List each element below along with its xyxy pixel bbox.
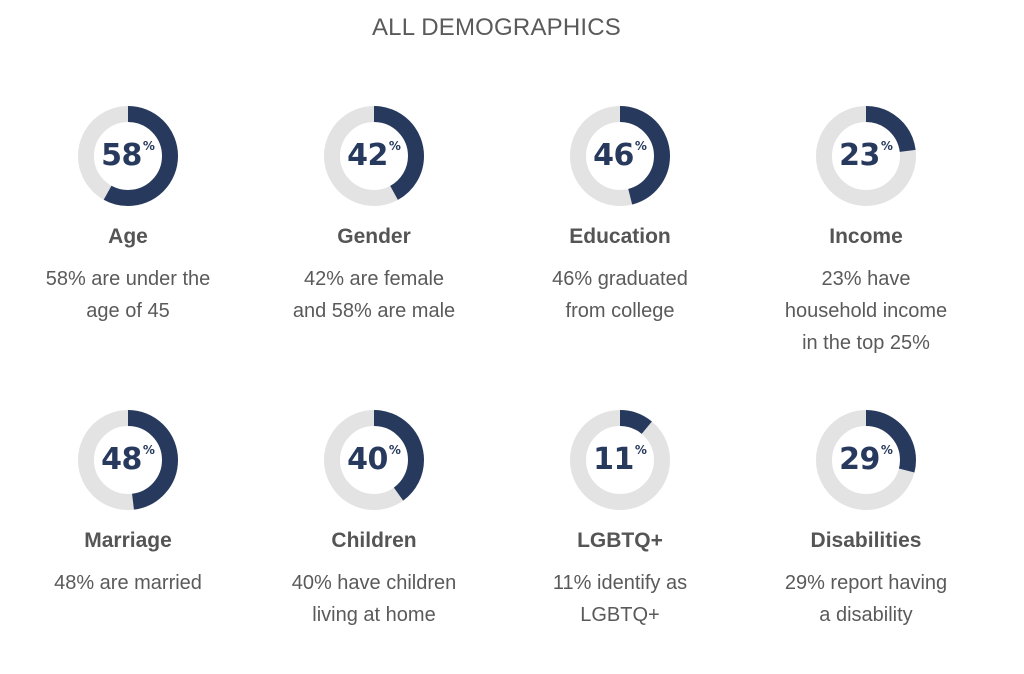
- percent-value: 11%: [568, 408, 672, 512]
- demographic-card-lgbtq: 11% LGBTQ+ 11% identify as LGBTQ+: [497, 408, 743, 631]
- percent-number: 46: [593, 138, 634, 173]
- percent-symbol: %: [634, 139, 647, 153]
- donut-arc: [816, 410, 916, 510]
- donut-arc: [570, 410, 670, 510]
- donut-arc: [324, 410, 424, 510]
- donut-arc: [816, 106, 916, 206]
- percent-value: 40%: [322, 408, 426, 512]
- donut-arc: [78, 410, 178, 510]
- demographic-card-children: 40% Children 40% have children living at h…: [251, 408, 497, 631]
- percent-symbol: %: [634, 443, 647, 457]
- percent-number: 11: [593, 442, 634, 477]
- percent-value: 46%: [568, 104, 672, 208]
- page-title: ALL DEMOGRAPHICS: [371, 14, 622, 41]
- category-description: 58% are under the age of 45: [45, 268, 211, 322]
- percent-symbol: %: [880, 139, 893, 153]
- category-description: 40% have children living at home: [291, 572, 457, 626]
- donut-svg: [570, 410, 670, 510]
- donut-chart: 23%: [814, 104, 918, 208]
- donut-arc: [570, 106, 670, 206]
- demographic-card-gender: 42% Gender 42% are female and 58% are male: [251, 104, 497, 327]
- demographic-card-income: 23% Income 23% have household income in th…: [743, 104, 989, 359]
- category-label: LGBTQ+: [577, 529, 663, 552]
- percent-number: 42: [347, 138, 388, 173]
- donut-chart: 42%: [322, 104, 426, 208]
- donut-chart: 48%: [76, 408, 180, 512]
- percent-value: 23%: [814, 104, 918, 208]
- category-label: Children: [331, 529, 417, 552]
- demographic-card-education: 46% Education 46% graduated from college: [497, 104, 743, 327]
- category-description: 29% report having a disability: [784, 572, 948, 626]
- category-description: 11% identify as LGBTQ+: [552, 572, 688, 626]
- category-description: 48% are married: [54, 572, 202, 594]
- donut-svg: [324, 410, 424, 510]
- donut-arc: [324, 106, 424, 206]
- donut-chart: 58%: [76, 104, 180, 208]
- percent-number: 40: [347, 442, 388, 477]
- percent-symbol: %: [142, 443, 155, 457]
- category-description: 46% graduated from college: [552, 268, 688, 322]
- percent-symbol: %: [142, 139, 155, 153]
- donut-chart: 11%: [568, 408, 672, 512]
- category-label: Gender: [337, 225, 411, 248]
- percent-value: 29%: [814, 408, 918, 512]
- category-label: Disabilities: [810, 529, 922, 552]
- category-label: Age: [108, 225, 148, 248]
- donut-svg: [816, 410, 916, 510]
- demographic-card-marriage: 48% Marriage 48% are married: [5, 408, 251, 599]
- percent-symbol: %: [880, 443, 893, 457]
- donut-svg: [816, 106, 916, 206]
- donut-svg: [78, 106, 178, 206]
- donut-svg: [570, 106, 670, 206]
- percent-symbol: %: [388, 443, 401, 457]
- demographic-card-age: 58% Age 58% are under the age of 45: [5, 104, 251, 327]
- category-label: Education: [569, 225, 671, 248]
- donut-arc: [78, 106, 178, 206]
- demographic-card-disabilities: 29% Disabilities 29% report having a disab…: [743, 408, 989, 631]
- category-label: Marriage: [84, 529, 172, 552]
- donut-chart: 46%: [568, 104, 672, 208]
- percent-number: 48: [101, 442, 142, 477]
- donut-chart: 40%: [322, 408, 426, 512]
- percent-value: 42%: [322, 104, 426, 208]
- category-description: 42% are female and 58% are male: [292, 268, 456, 322]
- donut-chart: 29%: [814, 408, 918, 512]
- percent-number: 23: [839, 138, 880, 173]
- category-label: Income: [829, 225, 903, 248]
- percent-value: 58%: [76, 104, 180, 208]
- category-description: 23% have household income in the top 25%: [784, 268, 948, 354]
- percent-value: 48%: [76, 408, 180, 512]
- percent-number: 29: [839, 442, 880, 477]
- donut-svg: [78, 410, 178, 510]
- donut-svg: [324, 106, 424, 206]
- percent-number: 58: [101, 138, 142, 173]
- percent-symbol: %: [388, 139, 401, 153]
